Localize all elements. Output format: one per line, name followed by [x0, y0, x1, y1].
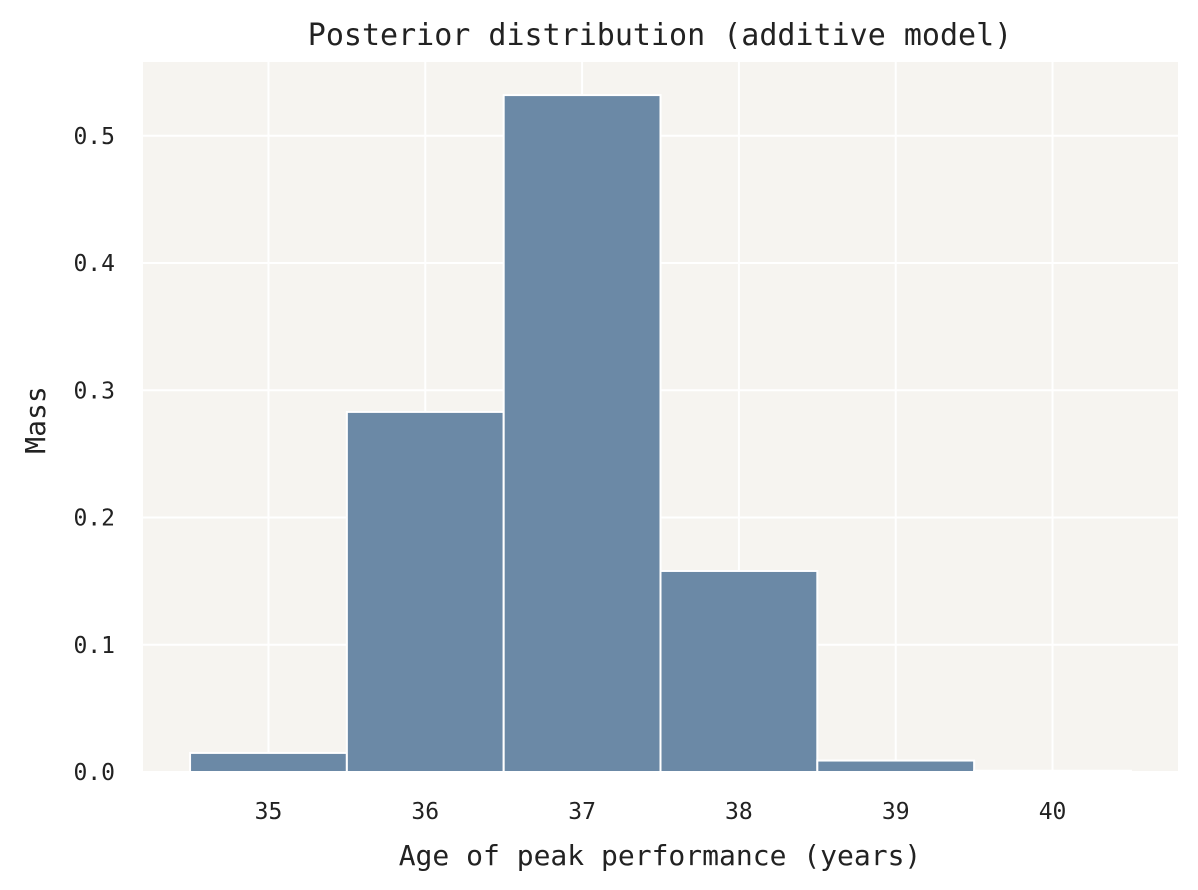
x-tick-label: 37	[568, 799, 596, 825]
x-tick-label: 36	[411, 799, 439, 825]
bars	[189, 94, 1132, 774]
x-tick-label: 39	[882, 799, 910, 825]
histogram-bar	[816, 759, 976, 774]
x-tick-labels: 35 36 37 38 39 40	[255, 799, 1067, 825]
y-tick-label: 0.4	[73, 251, 115, 277]
y-tick-label: 0.5	[73, 124, 115, 150]
y-tick-label: 0.3	[73, 378, 115, 404]
y-tick-label: 0.1	[73, 633, 115, 659]
histogram-bar	[659, 569, 819, 773]
histogram-bar	[345, 410, 505, 773]
y-axis-label: Mass	[19, 386, 52, 453]
x-axis-label: Age of peak performance (years)	[399, 839, 922, 872]
x-tick-label: 40	[1039, 799, 1067, 825]
chart-title: Posterior distribution (additive model)	[308, 18, 1012, 53]
histogram-bar	[973, 769, 1132, 774]
y-tick-labels: 0.0 0.1 0.2 0.3 0.4 0.5	[73, 124, 115, 786]
histogram-bar	[502, 94, 662, 773]
histogram-bar	[189, 751, 348, 774]
y-tick-label: 0.0	[73, 760, 115, 786]
y-tick-label: 0.2	[73, 506, 115, 532]
x-tick-label: 35	[255, 799, 283, 825]
x-tick-label: 38	[725, 799, 753, 825]
